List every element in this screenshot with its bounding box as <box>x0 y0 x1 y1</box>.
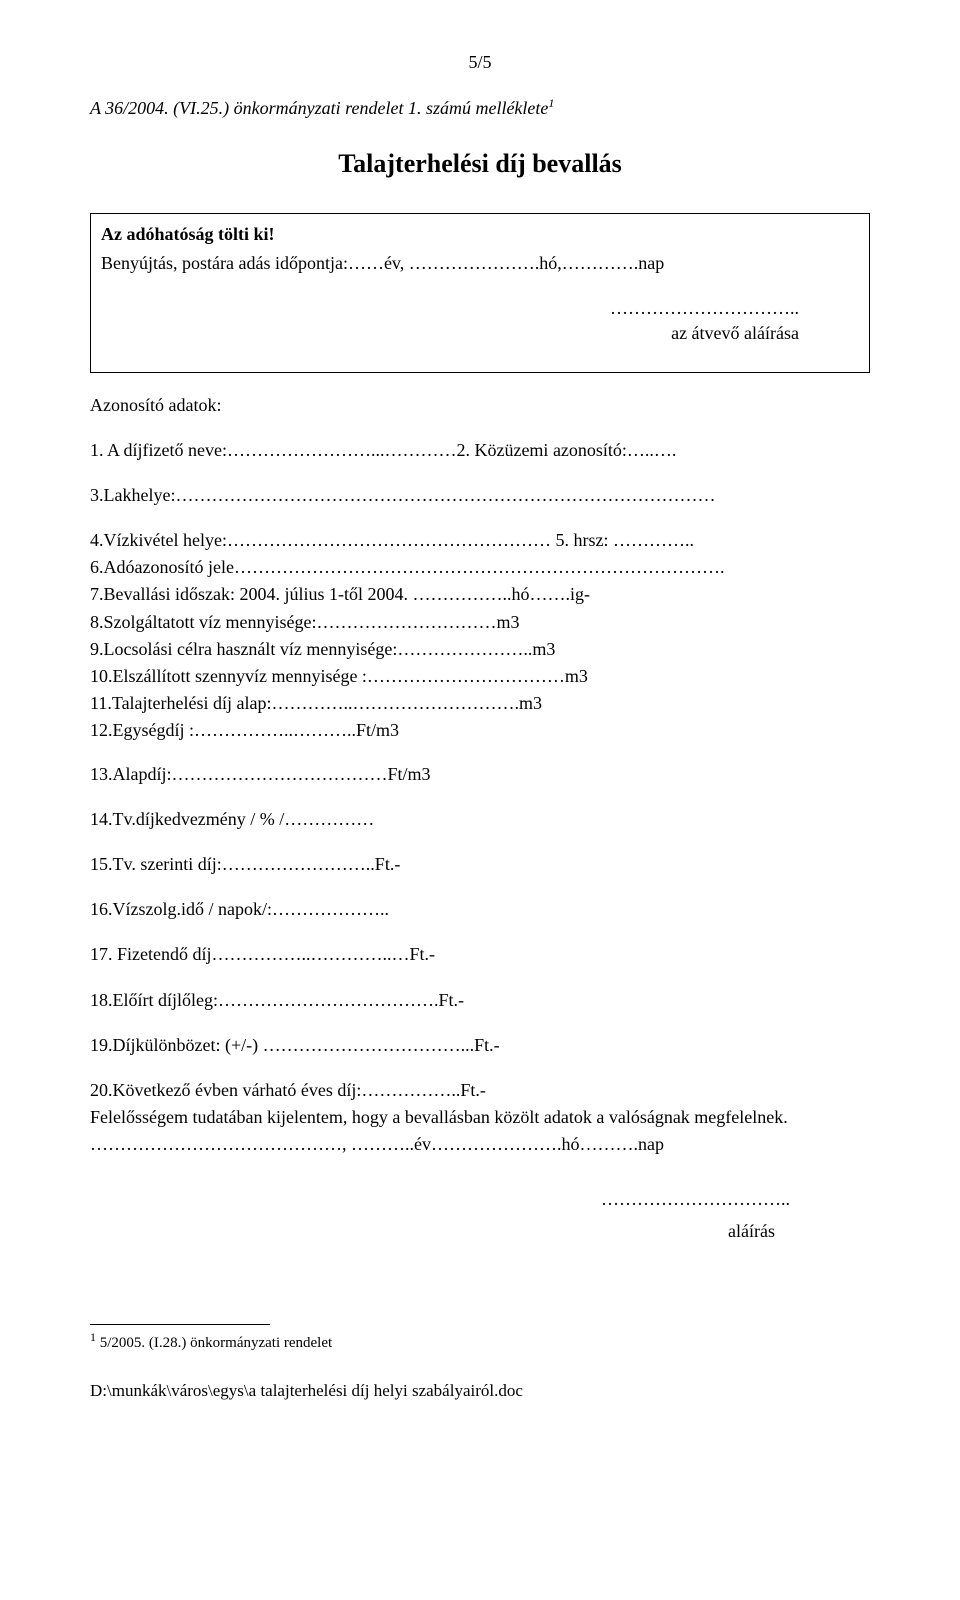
identifying-data-label: Azonosító adatok: <box>90 393 870 418</box>
line-11: 11.Talajterhelési díj alap:…………..…………………… <box>90 691 870 716</box>
declaration: Felelősségem tudatában kijelentem, hogy … <box>90 1105 870 1130</box>
page-number: 5/5 <box>90 50 870 75</box>
box-signature-label: az átvevő aláírása <box>101 321 859 346</box>
line-20: 20.Következő évben várható éves díj:…………… <box>90 1078 870 1103</box>
footnote-divider <box>90 1324 270 1325</box>
main-title: Talajterhelési díj bevallás <box>90 146 870 182</box>
box-signature-dots: ………………………….. <box>101 296 859 321</box>
footnote-text: 5/2005. (I.28.) önkormányzati rendelet <box>96 1335 332 1351</box>
line-19: 19.Díjkülönbözet: (+/-) ……………………………...Ft… <box>90 1033 870 1058</box>
date-line: ……………………………………, ………..év………………….hó……….nap <box>90 1132 870 1157</box>
line-4-5: 4.Vízkivétel helye:……………………………………………… 5.… <box>90 528 870 553</box>
line-15: 15.Tv. szerinti díj:……………………..Ft.- <box>90 852 870 877</box>
box-heading: Az adóhatóság tölti ki! <box>101 222 859 247</box>
file-path: D:\munkák\város\egys\a talajterhelési dí… <box>90 1379 870 1403</box>
line-8: 8.Szolgáltatott víz mennyisége:………………………… <box>90 610 870 635</box>
line-9: 9.Locsolási célra használt víz mennyiség… <box>90 637 870 662</box>
line-7: 7.Bevallási időszak: 2004. július 1-től … <box>90 582 870 607</box>
line-12: 12.Egységdíj :……………..………..Ft/m3 <box>90 718 870 743</box>
header-ref-text: A 36/2004. (VI.25.) önkormányzati rendel… <box>90 98 548 118</box>
header-reference: A 36/2004. (VI.25.) önkormányzati rendel… <box>90 95 870 121</box>
footnote: 1 5/2005. (I.28.) önkormányzati rendelet <box>90 1329 870 1354</box>
line-16: 16.Vízszolg.idő / napok/:……………….. <box>90 897 870 922</box>
line-1-2: 1. A díjfizető neve:……………………...…………2. Kö… <box>90 438 870 463</box>
header-ref-sup: 1 <box>548 96 554 110</box>
line-3: 3.Lakhelye:……………………………………………………………………………… <box>90 483 870 508</box>
line-14: 14.Tv.díjkedvezmény / % /…………… <box>90 807 870 832</box>
line-18: 18.Előírt díjlőleg:……………………………….Ft.- <box>90 988 870 1013</box>
line-17: 17. Fizetendő díj……………..…………..…Ft.- <box>90 942 870 967</box>
authority-box: Az adóhatóság tölti ki! Benyújtás, postá… <box>90 213 870 373</box>
line-10: 10.Elszállított szennyvíz mennyisége :……… <box>90 664 870 689</box>
line-13: 13.Alapdíj:………………………………Ft/m3 <box>90 762 870 787</box>
box-submission-line: Benyújtás, postára adás időpontja:……év, … <box>101 251 859 276</box>
signature-dots: ………………………….. <box>90 1187 870 1212</box>
line-6: 6.Adóazonosító jele………………………………………………………… <box>90 555 870 580</box>
signature-label: aláírás <box>90 1219 870 1244</box>
